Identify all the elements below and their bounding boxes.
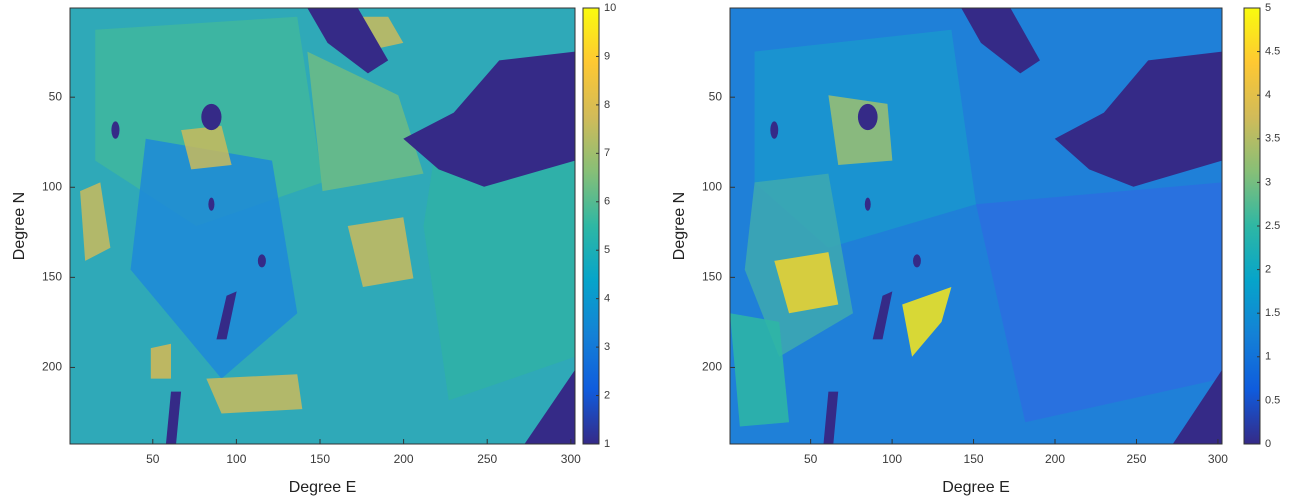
y-tick-label: 50 (49, 89, 63, 103)
colorbar (583, 8, 599, 444)
colorbar-tick-label: 10 (604, 2, 616, 14)
colorbar-tick-label: 1.5 (1265, 307, 1280, 319)
y-tick-label: 200 (702, 360, 722, 374)
lake (201, 104, 221, 130)
colorbar-tick-label: 2 (604, 389, 610, 401)
colorbar-tick-label: 7 (604, 147, 610, 159)
lake (770, 121, 778, 138)
colorbar-tick-label: 1 (1265, 351, 1271, 363)
x-tick-label: 150 (964, 452, 984, 466)
colorbar-tick-label: 4 (604, 293, 610, 305)
colorbar-tick-label: 2.5 (1265, 220, 1280, 232)
y-axis-label: Degree N (11, 192, 28, 260)
y-tick-label: 100 (702, 179, 722, 193)
lake (913, 254, 921, 267)
x-tick-label: 50 (804, 452, 818, 466)
colorbar-tick-label: 2 (1265, 264, 1271, 276)
x-tick-label: 300 (561, 452, 581, 466)
y-axis-label: Degree N (671, 192, 688, 260)
colorbar-tick-label: 3 (604, 341, 610, 353)
lake (858, 104, 878, 130)
colorbar-tick-label: 8 (604, 99, 610, 111)
x-tick-label: 250 (1126, 452, 1146, 466)
colorbar-tick-label: 4 (1265, 89, 1271, 101)
lake (258, 254, 266, 267)
x-tick-label: 200 (1045, 452, 1065, 466)
x-axis-label: Degree E (942, 479, 1010, 496)
x-tick-label: 300 (1208, 452, 1228, 466)
figure: 5010015020025030050100150200Degree EDegr… (0, 0, 1312, 502)
colorbar-tick-label: 0 (1265, 438, 1271, 450)
map-region (206, 374, 302, 413)
x-tick-label: 200 (394, 452, 414, 466)
x-tick-label: 150 (310, 452, 330, 466)
y-tick-label: 50 (709, 89, 723, 103)
colorbar-tick-label: 5 (604, 244, 610, 256)
lake (208, 198, 214, 211)
colorbar-tick-label: 6 (604, 196, 610, 208)
colorbar-tick-label: 5 (1265, 2, 1271, 14)
colorbar-tick-label: 9 (604, 50, 610, 62)
map-region (424, 148, 576, 401)
y-tick-label: 150 (702, 270, 722, 284)
x-axis-label: Degree E (289, 479, 357, 496)
x-tick-label: 50 (146, 452, 160, 466)
x-tick-label: 250 (477, 452, 497, 466)
map-region (828, 95, 892, 165)
lake (865, 198, 871, 211)
y-tick-label: 200 (42, 360, 62, 374)
colorbar-tick-label: 4.5 (1265, 46, 1280, 58)
map-region (151, 344, 171, 379)
x-tick-label: 100 (226, 452, 246, 466)
y-tick-label: 100 (42, 179, 62, 193)
colorbar-tick-label: 1 (604, 438, 610, 450)
lake (111, 121, 119, 138)
colorbar-tick-label: 0.5 (1265, 394, 1280, 406)
x-tick-label: 100 (882, 452, 902, 466)
y-tick-label: 150 (42, 270, 62, 284)
colorbar-tick-label: 3.5 (1265, 133, 1280, 145)
colorbar-tick-label: 3 (1265, 176, 1271, 188)
